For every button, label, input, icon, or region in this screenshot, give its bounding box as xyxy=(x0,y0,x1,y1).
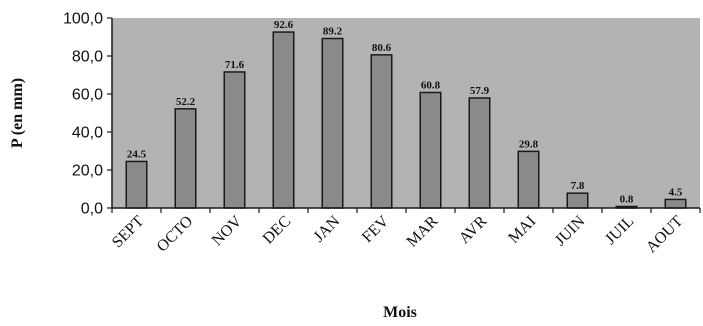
x-tick-label-nov: NOV xyxy=(209,212,246,249)
y-tick-label: 80,0 xyxy=(72,49,103,66)
x-tick-label-dec: DEC xyxy=(260,213,295,248)
x-tick-label-juin: JUIN xyxy=(552,212,589,249)
bar-fev xyxy=(370,54,393,209)
x-axis-ticks: SEPT OCTO NOV DEC JAN FEV MAR AVR MAI JUIN JUIL AOU… xyxy=(109,208,701,257)
bar-avr xyxy=(468,97,491,209)
bar-jan xyxy=(321,37,344,209)
data-label-octo: 52.2 xyxy=(176,96,196,108)
y-tick-label: 0,0 xyxy=(81,201,103,218)
data-label-nov: 71.6 xyxy=(225,59,245,71)
x-tick-label-sept: SEPT xyxy=(109,213,148,252)
bar-aout xyxy=(664,198,687,209)
data-label-juil: 0.8 xyxy=(620,193,634,205)
data-label-mar: 60.8 xyxy=(421,79,441,91)
plot-area-background xyxy=(112,18,700,208)
y-axis-ticks: 0,0 20,0 40,0 60,0 80,0 100,0 xyxy=(63,11,112,218)
bar-mar xyxy=(419,91,442,209)
x-tick-label-fev: FEV xyxy=(359,212,393,246)
x-tick-label-jan: JAN xyxy=(311,212,344,245)
x-tick-label-octo: OCTO xyxy=(154,213,197,256)
bar-dec xyxy=(272,31,295,209)
bars-layer xyxy=(125,31,687,209)
y-tick-label: 40,0 xyxy=(72,125,103,142)
y-tick-label: 60,0 xyxy=(72,87,103,104)
x-axis-title: Mois xyxy=(383,304,417,321)
data-labels-layer: 24.5 52.2 71.6 92.6 89.2 80.6 60.8 57.9 29.8 7.8 0… xyxy=(127,19,683,205)
data-label-jan: 89.2 xyxy=(323,26,343,38)
x-tick-label-mar: MAR xyxy=(404,213,442,251)
bar-juin xyxy=(566,192,589,209)
data-label-avr: 57.9 xyxy=(470,85,490,97)
bar-octo xyxy=(174,108,197,209)
data-label-juin: 7.8 xyxy=(571,180,585,192)
x-tick-label-avr: AVR xyxy=(456,213,491,248)
data-label-sept: 24.5 xyxy=(127,148,147,160)
data-label-fev: 80.6 xyxy=(372,42,392,54)
x-tick-label-aout: AOUT xyxy=(643,213,687,257)
y-tick-label: 100,0 xyxy=(63,11,103,28)
data-label-aout: 4.5 xyxy=(669,186,683,198)
x-tick-label-juil: JUIL xyxy=(602,213,637,248)
y-tick-label: 20,0 xyxy=(72,163,103,180)
data-label-mai: 29.8 xyxy=(519,138,539,150)
bar-nov xyxy=(223,71,246,209)
bar-mai xyxy=(517,150,540,209)
y-axis-title: P (en mm) xyxy=(9,78,26,148)
bar-sept xyxy=(125,160,148,209)
x-tick-label-mai: MAI xyxy=(505,213,539,247)
data-label-dec: 92.6 xyxy=(274,19,294,31)
